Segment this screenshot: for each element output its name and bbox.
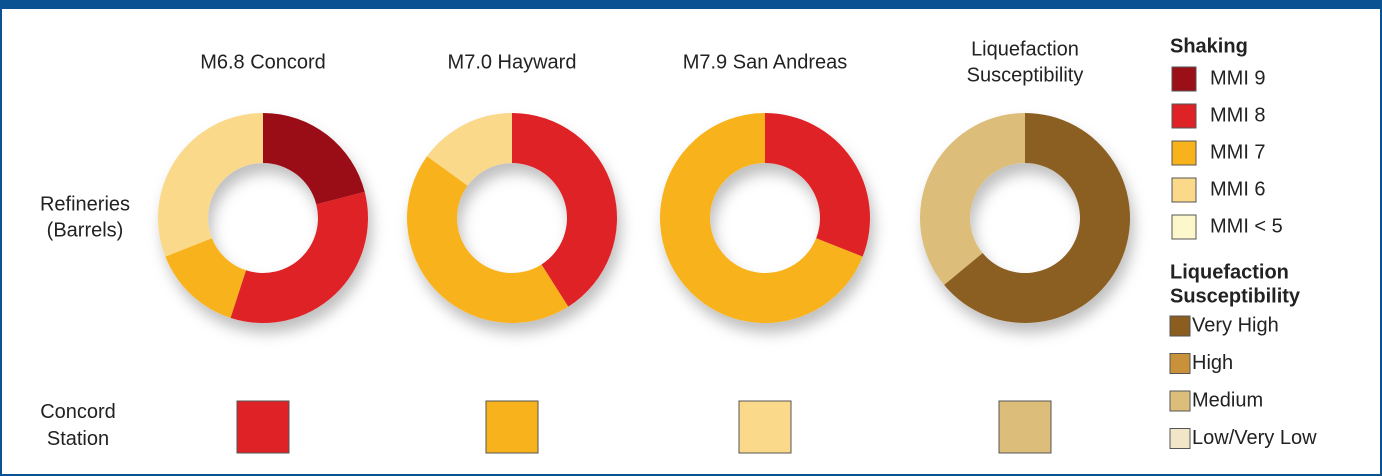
donut-segment: [263, 113, 365, 205]
donut: [660, 113, 870, 323]
donut: [157, 113, 369, 323]
legend-label: Low/Very Low: [1192, 427, 1317, 449]
donut-segment: [944, 113, 1130, 323]
donut-segment: [406, 156, 569, 324]
donut: [406, 113, 618, 324]
legend-swatch: [1169, 353, 1191, 374]
legend-label: MMI 9: [1210, 67, 1266, 89]
legend-title: Shaking: [1170, 35, 1248, 57]
station-square: [738, 400, 792, 454]
chart-title: M6.8 Concord: [200, 51, 326, 73]
legend-swatch: [1171, 177, 1197, 203]
chart-title: Liquefaction: [971, 38, 1079, 60]
legend-label: High: [1192, 352, 1233, 374]
legend-title: Susceptibility: [1170, 285, 1301, 307]
legend-label: MMI 6: [1210, 178, 1266, 200]
legend-title: Liquefaction: [1170, 261, 1289, 283]
donut-segment: [427, 113, 512, 186]
chart-title: M7.9 San Andreas: [683, 51, 848, 73]
donut-segment: [660, 113, 863, 323]
legend-label: Very High: [1192, 314, 1279, 336]
donut-segment: [765, 113, 870, 257]
legend-swatch: [1171, 66, 1197, 92]
legend-label: Medium: [1192, 389, 1263, 411]
legend-label: MMI 7: [1210, 141, 1266, 163]
legend-label: MMI 8: [1210, 104, 1266, 126]
row-label: Concord: [40, 401, 116, 423]
donut-segment: [157, 113, 263, 257]
legend-swatch: [1171, 103, 1197, 129]
legend-swatch: [1171, 140, 1197, 166]
chart-title: M7.0 Hayward: [448, 51, 577, 73]
legend-label: MMI < 5: [1210, 215, 1283, 237]
chart-title: Susceptibility: [967, 64, 1084, 86]
station-square: [998, 400, 1052, 454]
donut-segment: [512, 113, 618, 307]
row-label: (Barrels): [47, 219, 124, 241]
legend-swatch: [1169, 428, 1191, 449]
row-label: Station: [47, 428, 109, 450]
legend-swatch: [1169, 315, 1191, 337]
legend-swatch: [1171, 214, 1197, 240]
donut-segment: [230, 191, 369, 323]
donut: [920, 113, 1130, 323]
station-square: [236, 400, 290, 454]
top-bar: [0, 0, 1382, 9]
legend-swatch: [1169, 390, 1191, 412]
station-square: [485, 400, 539, 454]
donut-segment: [165, 238, 247, 318]
row-label: Refineries: [40, 193, 130, 215]
donut-segment: [920, 113, 1025, 285]
